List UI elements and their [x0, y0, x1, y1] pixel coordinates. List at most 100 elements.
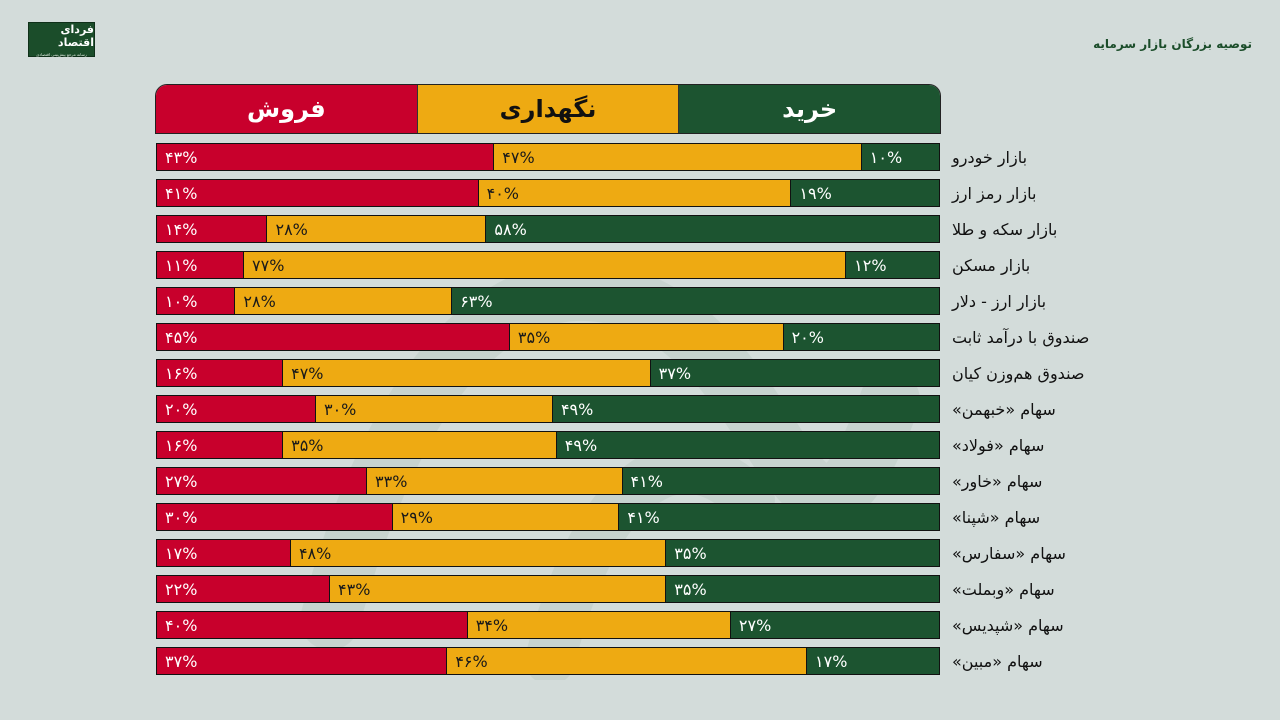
chart-row: ۴۱% ۴۰% ۱۹% بازار رمز ارز: [156, 179, 1266, 207]
logo-name: فردای اقتصاد: [57, 22, 94, 49]
bar-segment-hold: ۴۷%: [282, 360, 650, 386]
bar-segment-hold: ۴۸%: [289, 540, 666, 566]
bar-segment-buy: ۲۰%: [782, 324, 939, 350]
chart-row: ۲۲% ۴۳% ۳۵% سهام «وبملت»: [156, 575, 1266, 603]
chart-row: ۳۰% ۲۹% ۴۱% سهام «شپنا»: [156, 503, 1266, 531]
bar-segment-hold: ۴۶%: [446, 648, 807, 674]
stacked-bar: ۲۰% ۳۰% ۴۹%: [156, 395, 940, 423]
bar-segment-hold: ۴۰%: [477, 180, 791, 206]
bar-segment-sell: ۱۷%: [157, 540, 290, 566]
bar-segment-buy: ۱۲%: [845, 252, 939, 278]
stacked-bar: ۴۰% ۳۴% ۲۷%: [156, 611, 940, 639]
stacked-bar: ۴۳% ۴۷% ۱۰%: [156, 143, 940, 171]
row-label-text: سهام «شپدیس»: [952, 615, 1064, 635]
chart-row: ۱۱% ۷۷% ۱۲% بازار مسکن: [156, 251, 1266, 279]
bar-segment-buy: ۳۵%: [665, 576, 939, 602]
bar-segment-hold: ۴۷%: [493, 144, 861, 170]
bar-segment-sell: ۱۴%: [157, 216, 267, 242]
bar-segment-hold: ۲۸%: [234, 288, 452, 314]
bar-segment-sell: ۳۰%: [157, 504, 392, 530]
row-label-text: سهام «سفارس»: [952, 543, 1066, 563]
bar-segment-sell: ۱۶%: [157, 432, 283, 458]
row-label-text: سهام «فولاد»: [952, 435, 1045, 455]
bar-segment-sell: ۴۰%: [157, 612, 467, 638]
row-label: بازار رمز ارز: [952, 179, 1122, 207]
chart-row: ۱۰% ۲۸% ۶۳% بازار ارز - دلار: [156, 287, 1266, 315]
row-label: بازار سکه و طلا: [952, 215, 1122, 243]
chart-row: ۴۰% ۳۴% ۲۷% سهام «شپدیس»: [156, 611, 1266, 639]
row-label: سهام «خاور»: [952, 467, 1122, 495]
row-label: سهام «شپنا»: [952, 503, 1122, 531]
stacked-bar: ۴۱% ۴۰% ۱۹%: [156, 179, 940, 207]
row-label: صندوق با درآمد ثابت: [952, 323, 1122, 351]
row-label: سهام «سفارس»: [952, 539, 1122, 567]
bar-segment-buy: ۲۷%: [729, 612, 939, 638]
bar-segment-sell: ۲۷%: [157, 468, 367, 494]
page-title: توصیه بزرگان بازار سرمایه: [1093, 37, 1252, 51]
row-label: بازار خودرو: [952, 143, 1122, 171]
chart-row: ۱۴% ۲۸% ۵۸% بازار سکه و طلا: [156, 215, 1266, 243]
row-label-text: سهام «مبین»: [952, 651, 1043, 671]
legend-buy: خرید: [679, 85, 940, 133]
chart-row: ۱۶% ۳۵% ۴۹% سهام «فولاد»: [156, 431, 1266, 459]
chart-row: ۱۶% ۴۷% ۳۷% صندوق هم‌وزن کیان: [156, 359, 1266, 387]
stacked-bar: ۲۲% ۴۳% ۳۵%: [156, 575, 940, 603]
bar-segment-buy: ۱۹%: [790, 180, 939, 206]
bar-segment-sell: ۴۳%: [157, 144, 494, 170]
row-label-text: صندوق هم‌وزن کیان: [952, 363, 1085, 383]
bar-segment-sell: ۱۶%: [157, 360, 283, 386]
bar-segment-buy: ۱۷%: [806, 648, 939, 674]
row-label-text: سهام «شپنا»: [952, 507, 1041, 527]
bar-segment-hold: ۷۷%: [243, 252, 846, 278]
stacked-bar: ۳۷% ۴۶% ۱۷%: [156, 647, 940, 675]
bar-segment-buy: ۳۵%: [665, 540, 939, 566]
chart-row: ۲۷% ۳۳% ۴۱% سهام «خاور»: [156, 467, 1266, 495]
bar-segment-sell: ۳۷%: [157, 648, 447, 674]
bar-segment-hold: ۳۴%: [466, 612, 730, 638]
legend-header: خرید نگهداری فروش: [155, 84, 941, 134]
row-label-text: سهام «خبهمن»: [952, 399, 1056, 419]
bar-segment-sell: ۴۵%: [157, 324, 509, 350]
chart-row: ۱۷% ۴۸% ۳۵% سهام «سفارس»: [156, 539, 1266, 567]
stacked-bar: ۱۰% ۲۸% ۶۳%: [156, 287, 940, 315]
stacked-bar: ۱۷% ۴۸% ۳۵%: [156, 539, 940, 567]
stacked-bar: ۲۷% ۳۳% ۴۱%: [156, 467, 940, 495]
row-label-text: بازار رمز ارز: [952, 183, 1037, 203]
bar-segment-hold: ۳۵%: [282, 432, 556, 458]
chart-row: ۲۰% ۳۰% ۴۹% سهام «خبهمن»: [156, 395, 1266, 423]
row-label-text: سهام «وبملت»: [952, 579, 1055, 599]
row-label: بازار مسکن: [952, 251, 1122, 279]
row-label: سهام «شپدیس»: [952, 611, 1122, 639]
bar-segment-hold: ۳۰%: [314, 396, 552, 422]
row-label: سهام «خبهمن»: [952, 395, 1122, 423]
chart-row: ۴۵% ۳۵% ۲۰% صندوق با درآمد ثابت: [156, 323, 1266, 351]
legend-sell: فروش: [156, 85, 418, 133]
bar-segment-hold: ۲۹%: [391, 504, 619, 530]
row-label-text: بازار مسکن: [952, 255, 1031, 275]
row-label-text: بازار خودرو: [952, 147, 1028, 167]
row-label: صندوق هم‌وزن کیان: [952, 359, 1122, 387]
row-label-text: بازار سکه و طلا: [952, 219, 1058, 239]
bar-segment-hold: ۲۸%: [266, 216, 486, 242]
bar-segment-buy: ۴۹%: [551, 396, 939, 422]
bar-segment-buy: ۵۸%: [485, 216, 939, 242]
stacked-bar: ۱۱% ۷۷% ۱۲%: [156, 251, 940, 279]
bar-segment-sell: ۲۲%: [157, 576, 330, 602]
row-label-text: بازار ارز - دلار: [952, 291, 1047, 311]
bar-segment-hold: ۴۳%: [329, 576, 666, 602]
row-label-text: صندوق با درآمد ثابت: [952, 327, 1090, 347]
stacked-bar: ۱۴% ۲۸% ۵۸%: [156, 215, 940, 243]
bar-segment-hold: ۳۵%: [508, 324, 783, 350]
bar-segment-sell: ۴۱%: [157, 180, 478, 206]
bar-segment-sell: ۱۱%: [157, 252, 244, 278]
bar-segment-hold: ۳۳%: [366, 468, 622, 494]
row-label: سهام «مبین»: [952, 647, 1122, 675]
bar-segment-buy: ۴۱%: [621, 468, 939, 494]
chart-row: ۳۷% ۴۶% ۱۷% سهام «مبین»: [156, 647, 1266, 675]
stacked-bar: ۱۶% ۳۵% ۴۹%: [156, 431, 940, 459]
chart-rows: ۴۳% ۴۷% ۱۰% بازار خودرو ۴۱% ۴۰% ۱۹% بازار رمز ا…: [156, 143, 1266, 683]
bar-segment-buy: ۴۱%: [618, 504, 939, 530]
row-label-text: سهام «خاور»: [952, 471, 1043, 491]
stacked-bar: ۱۶% ۴۷% ۳۷%: [156, 359, 940, 387]
stacked-bar: ۳۰% ۲۹% ۴۱%: [156, 503, 940, 531]
